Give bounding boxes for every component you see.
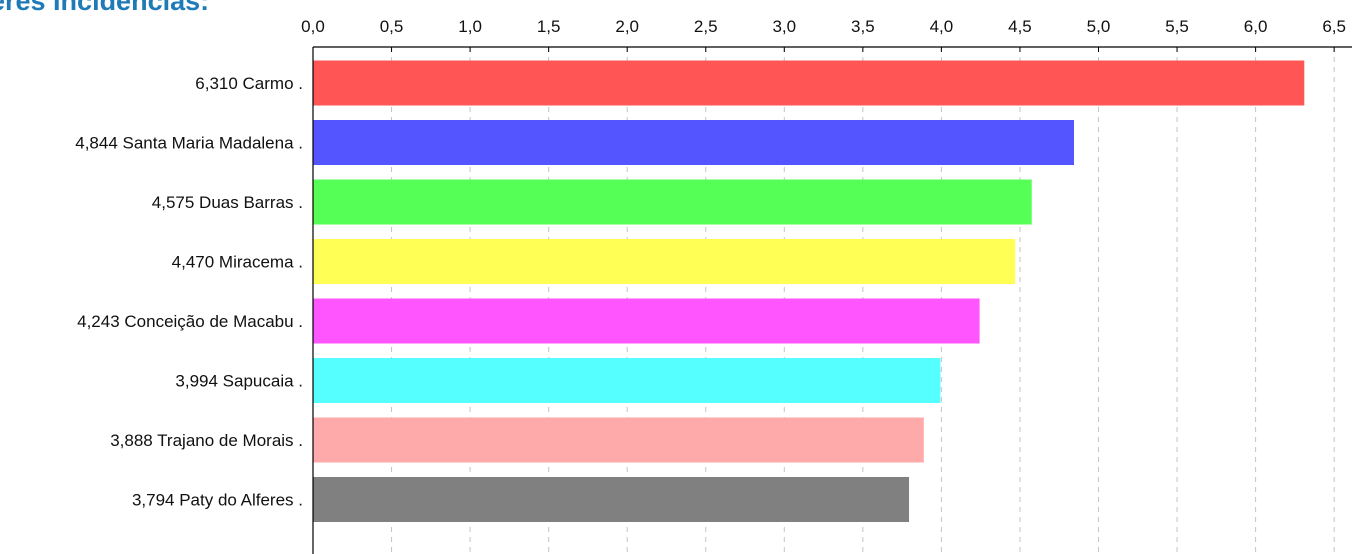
x-tick-labels: 0,0 0,5 1,0 1,5 2,0 2,5 3,0 3,5 4,0 4,5 5,0 5,5 6,0 6… [301,17,1346,36]
category-label: 4,243 Conceição de Macabu . [77,312,303,331]
category-label: 4,575 Duas Barras . [152,193,303,212]
x-tick-label: 2,5 [694,17,718,36]
x-tick-label: 6,0 [1244,17,1268,36]
bar [313,298,980,344]
bar [313,179,1032,225]
category-labels: 6,310 Carmo . 4,844 Santa Maria Madalena … [75,74,303,510]
axes [312,46,1352,554]
x-tick-label: 1,0 [458,17,482,36]
x-tick-label: 0,0 [301,17,325,36]
x-tick-label: 6,5 [1322,17,1346,36]
x-tick-label: 5,5 [1165,17,1189,36]
x-tick-label: 4,0 [930,17,954,36]
bar [313,60,1305,106]
category-label: 3,994 Sapucaia . [175,372,303,391]
bar [313,477,910,522]
bar [313,120,1074,165]
chart-title: eres Incidencias: [0,0,210,16]
bar [313,358,941,403]
x-tick-label: 3,0 [772,17,796,36]
bar [313,417,924,463]
x-tick-label: 3,5 [851,17,875,36]
bars [313,60,1305,522]
category-label: 4,470 Miracema . [172,253,303,272]
x-tick-label: 5,0 [1087,17,1111,36]
x-tick-label: 1,5 [537,17,561,36]
category-label: 4,844 Santa Maria Madalena . [75,134,303,153]
category-label: 3,794 Paty do Alferes . [132,491,303,510]
bar [313,239,1016,284]
category-label: 3,888 Trajano de Morais . [110,431,303,450]
x-tick-label: 4,5 [1008,17,1032,36]
x-tick-label: 0,5 [380,17,404,36]
x-tick-label: 2,0 [615,17,639,36]
category-label: 6,310 Carmo . [195,74,303,93]
